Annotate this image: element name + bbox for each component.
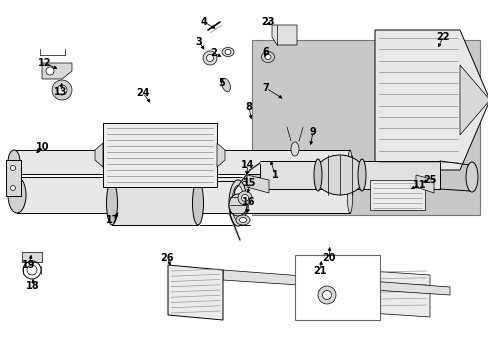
Ellipse shape [465,162,477,192]
Polygon shape [17,177,349,213]
Text: 3: 3 [195,37,202,47]
Text: 2: 2 [210,48,217,58]
Polygon shape [309,267,429,317]
Text: 16: 16 [242,197,255,207]
Ellipse shape [347,150,351,174]
Ellipse shape [264,54,270,59]
Text: 9: 9 [309,127,316,137]
Ellipse shape [206,54,213,62]
Ellipse shape [317,286,335,304]
Text: 11: 11 [412,180,426,190]
Polygon shape [246,175,268,193]
Polygon shape [459,65,488,135]
Ellipse shape [46,67,54,75]
Ellipse shape [106,181,117,225]
Text: 6: 6 [262,47,269,57]
Text: 8: 8 [245,102,252,112]
Text: 12: 12 [38,58,52,68]
Text: 23: 23 [261,17,274,27]
Ellipse shape [346,177,352,213]
Polygon shape [369,180,424,210]
Ellipse shape [314,155,364,195]
Polygon shape [217,143,224,167]
Text: 20: 20 [322,253,335,263]
Polygon shape [260,161,439,189]
Polygon shape [374,30,488,170]
Text: 25: 25 [423,175,436,185]
Text: 4: 4 [200,17,207,27]
Polygon shape [42,63,72,79]
Ellipse shape [239,217,246,222]
Ellipse shape [228,194,246,216]
Polygon shape [112,181,198,225]
Text: 15: 15 [243,178,256,188]
Text: 14: 14 [241,160,254,170]
Text: 24: 24 [136,88,149,98]
Polygon shape [271,25,296,45]
Bar [294,255,379,320]
Ellipse shape [357,159,365,191]
Ellipse shape [10,166,16,171]
Text: 21: 21 [313,266,326,276]
Ellipse shape [192,181,203,225]
Polygon shape [95,143,103,167]
Ellipse shape [261,51,274,63]
Polygon shape [103,123,217,187]
Ellipse shape [221,78,230,92]
Ellipse shape [290,142,298,156]
Polygon shape [251,40,479,215]
Polygon shape [14,150,349,174]
Ellipse shape [228,180,246,226]
Ellipse shape [322,291,331,300]
Ellipse shape [8,150,20,174]
Text: 5: 5 [218,78,225,88]
Polygon shape [223,270,449,295]
Text: 13: 13 [54,87,68,97]
Ellipse shape [10,185,16,190]
Text: 17: 17 [106,215,120,225]
Polygon shape [22,252,42,262]
Text: 1: 1 [271,170,278,180]
Text: 22: 22 [435,32,449,42]
Ellipse shape [238,191,251,205]
Text: 19: 19 [22,260,36,270]
Ellipse shape [57,85,67,95]
Text: 10: 10 [36,142,50,152]
Text: 18: 18 [26,281,40,291]
Ellipse shape [241,194,248,202]
Polygon shape [168,265,223,320]
Ellipse shape [224,49,230,54]
Ellipse shape [52,80,72,100]
Bar [6,160,21,196]
Ellipse shape [313,159,321,191]
Ellipse shape [8,177,26,213]
Ellipse shape [203,51,217,65]
Ellipse shape [222,48,234,57]
Ellipse shape [231,185,244,221]
Text: 7: 7 [262,83,269,93]
Ellipse shape [236,215,249,225]
Text: 26: 26 [160,253,173,263]
Polygon shape [415,175,433,193]
